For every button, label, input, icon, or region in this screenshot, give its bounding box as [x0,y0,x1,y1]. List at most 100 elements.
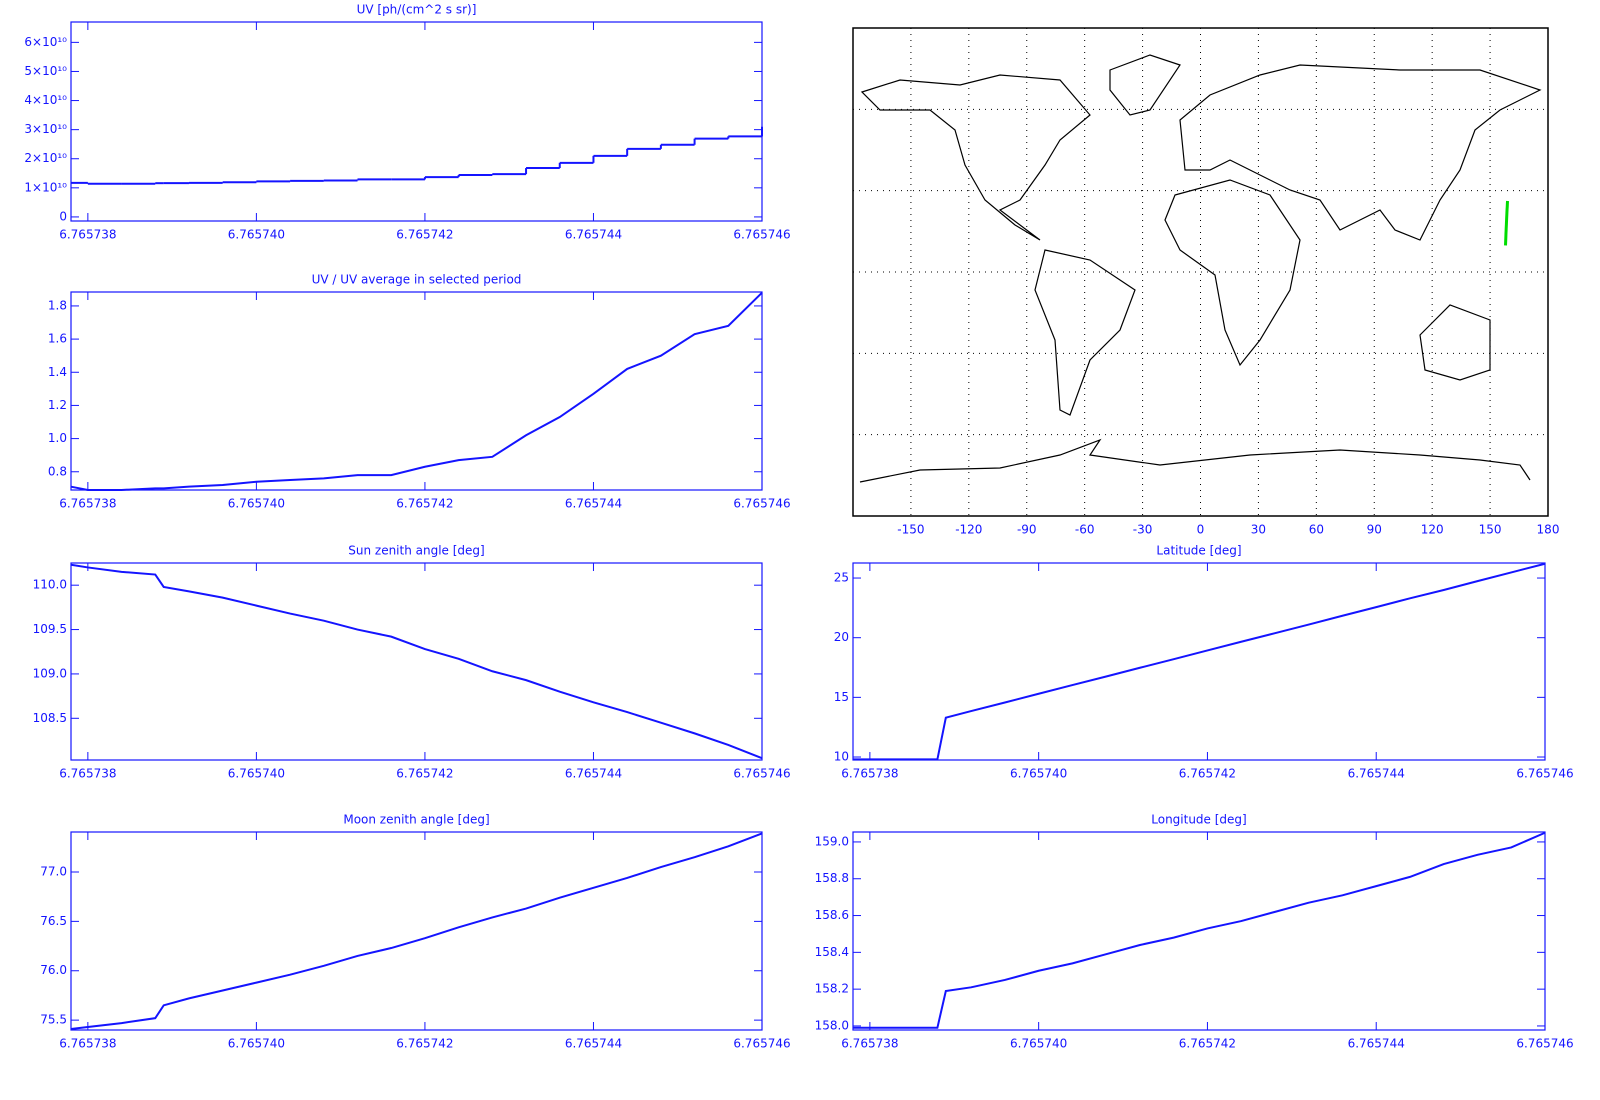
y-tick-label: 25 [834,571,849,585]
x-tick-label: 6.765744 [565,1037,622,1051]
x-tick-label: 6.765740 [228,767,285,781]
x-tick-label: 6.765742 [396,228,453,242]
coastline [1419,304,1491,381]
y-tick-label: 1×10¹⁰ [24,180,67,194]
x-tick-label: 6.765740 [228,497,285,511]
panel: Longitude [deg] 6.765738 6.765740 6.765742 6… [815,813,1574,1051]
x-tick-label: 60 [1309,523,1324,537]
plot-frame [852,562,1546,761]
chart-title: UV [ph/(cm^2 s sr)] [357,3,477,17]
data-line [853,562,1546,761]
coastline [1034,249,1136,416]
x-tick-label: 90 [1367,523,1382,537]
x-tick-label: 6.765746 [1516,767,1573,781]
x-tick-label: 6.765738 [841,1037,898,1051]
chart-title: Sun zenith angle [deg] [348,544,484,558]
y-tick-label: 1.8 [48,298,67,312]
x-tick-label: 6.765746 [733,767,790,781]
y-tick-label: 1.0 [48,431,67,445]
panel: Latitude [deg] 6.765738 6.765740 6.765742 6.… [834,544,1574,781]
x-tick-label: -30 [1133,523,1153,537]
panel: Moon zenith angle [deg] 6.765738 6.765740 6… [40,813,790,1051]
y-tick-label: 110.0 [33,578,67,592]
y-tick-label: 76.5 [40,914,67,928]
y-tick-label: 1.4 [48,365,67,379]
track [1504,200,1510,246]
x-tick-label: 6.765742 [396,767,453,781]
x-tick-label: 6.765742 [1179,767,1236,781]
x-tick-label: -90 [1017,523,1037,537]
x-tick-label: 6.765740 [1010,1037,1067,1051]
y-tick-label: 3×10¹⁰ [24,122,67,136]
y-tick-label: 1.6 [48,332,67,346]
panel: -150 -120 -90 -60 -30 0 30 60 90 120 150 180 [852,27,1559,537]
y-tick-label: 6×10¹⁰ [24,35,67,49]
chart-title: Longitude [deg] [1151,813,1246,827]
x-tick-label: -120 [955,523,982,537]
x-tick-label: 150 [1479,523,1502,537]
coastline [860,74,1091,241]
y-tick-label: 2×10¹⁰ [24,151,67,165]
x-tick-label: 6.765746 [733,228,790,242]
x-tick-label: 6.765742 [396,1037,453,1051]
plot-frame [70,562,763,761]
x-tick-label: 6.765744 [565,767,622,781]
y-tick-label: 159.0 [815,834,849,848]
x-tick-label: 6.765744 [1348,767,1405,781]
y-tick-label: 1.2 [48,398,67,412]
x-tick-label: 6.765744 [565,228,622,242]
y-tick-label: 158.8 [815,871,849,885]
x-tick-label: 6.765744 [1348,1037,1405,1051]
y-tick-label: 158.6 [815,908,849,922]
y-tick-label: 10 [834,750,849,764]
chart-title: UV / UV average in selected period [312,273,522,287]
coastline [859,438,1531,483]
coastline [1179,64,1542,241]
y-tick-label: 0 [59,209,67,223]
chart-title: Moon zenith angle [deg] [343,813,489,827]
y-tick-label: 0.8 [48,464,67,478]
x-tick-label: 6.765738 [59,497,116,511]
data-line [70,291,763,491]
coastline [1164,179,1301,367]
y-tick-label: 20 [834,630,849,644]
y-tick-label: 77.0 [40,864,67,878]
x-tick-label: 6.765738 [59,228,116,242]
x-tick-label: 30 [1251,523,1266,537]
y-tick-label: 108.5 [33,711,67,725]
panel: Sun zenith angle [deg] 6.765738 6.765740 6.… [33,544,791,781]
y-tick-label: 109.5 [33,622,67,636]
plot-frame [70,21,763,222]
panel: UV [ph/(cm^2 s sr)] 6.765738 6.765740 6.765… [24,3,790,242]
plot-frame [70,291,763,491]
y-tick-label: 109.0 [33,666,67,680]
x-tick-label: -60 [1075,523,1095,537]
x-tick-label: 6.765740 [228,228,285,242]
x-tick-label: 0 [1197,523,1205,537]
y-tick-label: 158.2 [815,982,849,996]
x-tick-label: 6.765746 [733,1037,790,1051]
y-tick-label: 4×10¹⁰ [24,93,67,107]
y-tick-label: 5×10¹⁰ [24,64,67,78]
x-tick-label: 6.765744 [565,497,622,511]
x-tick-label: 6.765740 [228,1037,285,1051]
x-tick-label: -150 [897,523,924,537]
data-line [70,563,763,760]
x-tick-label: 6.765738 [59,767,116,781]
y-tick-label: 75.5 [40,1013,67,1027]
x-tick-label: 6.765740 [1010,767,1067,781]
y-tick-label: 76.0 [40,963,67,977]
x-tick-label: 6.765742 [396,497,453,511]
data-line [853,831,1546,1029]
chart-title: Latitude [deg] [1156,544,1241,558]
panel: UV / UV average in selected period 6.7657… [48,273,791,511]
y-tick-label: 158.4 [815,945,849,959]
data-line [70,832,763,1031]
x-tick-label: 6.765746 [1516,1037,1573,1051]
coastline [1109,54,1181,116]
x-tick-label: 6.765738 [841,767,898,781]
x-tick-label: 6.765738 [59,1037,116,1051]
y-tick-label: 15 [834,690,849,704]
